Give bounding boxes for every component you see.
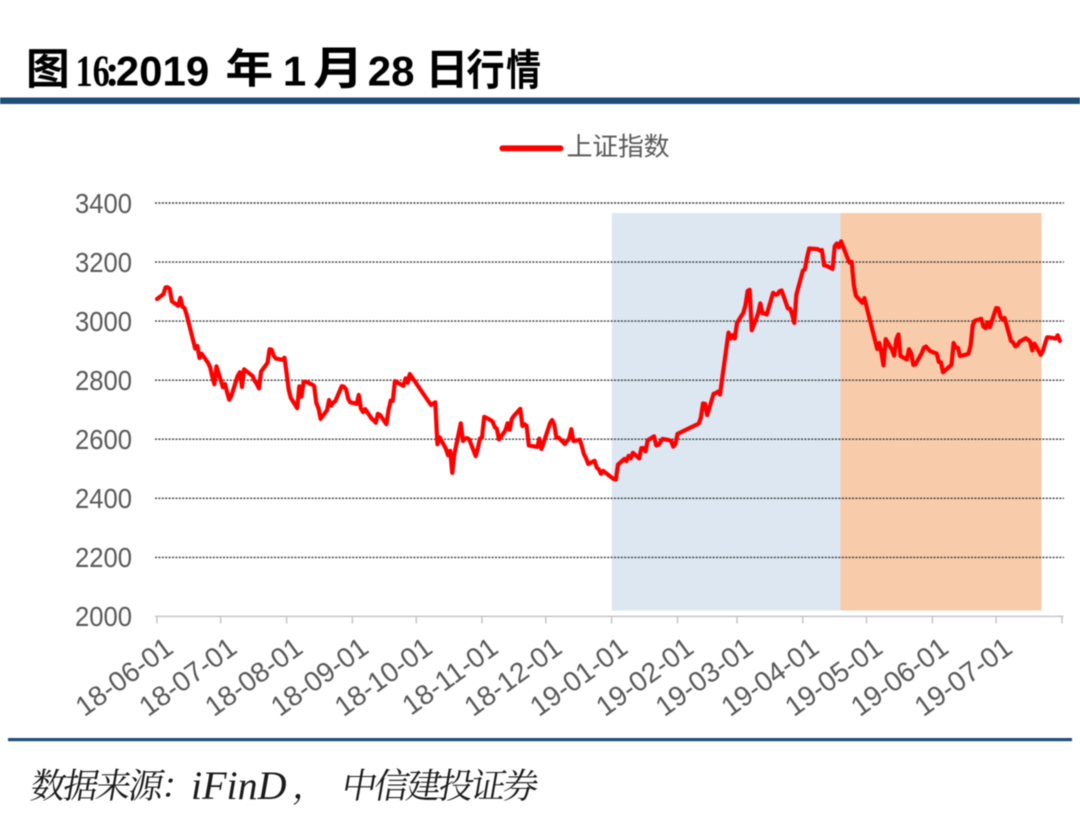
svg-text:2800: 2800 — [75, 365, 132, 396]
svg-text:16: 16 — [76, 46, 110, 95]
svg-text:2000: 2000 — [75, 601, 132, 632]
svg-text:iFinD: iFinD — [191, 763, 287, 808]
svg-text::: : — [105, 47, 120, 96]
svg-text:2019: 2019 — [116, 48, 209, 95]
svg-text:1: 1 — [283, 48, 306, 95]
svg-text:3000: 3000 — [75, 306, 132, 337]
svg-text:28: 28 — [368, 48, 415, 95]
svg-text:3400: 3400 — [75, 188, 132, 219]
svg-text:2600: 2600 — [75, 424, 132, 455]
svg-text:2200: 2200 — [75, 542, 132, 573]
svg-text:2400: 2400 — [75, 483, 132, 514]
svg-text:3200: 3200 — [75, 247, 132, 278]
